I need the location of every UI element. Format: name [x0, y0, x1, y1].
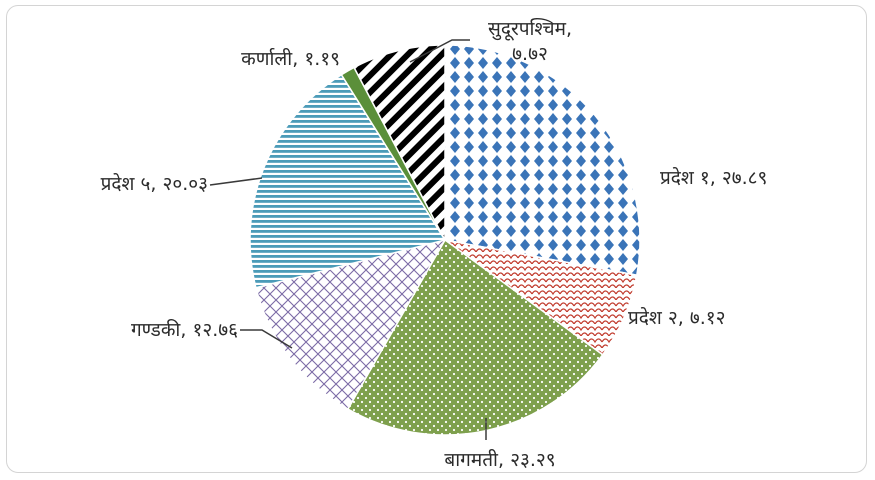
leader-gandaki: [240, 329, 293, 349]
slice-gandaki: [255, 238, 447, 411]
slice-label-karnali: कर्णाली, १.१९: [241, 47, 340, 70]
leader-farwest: [409, 39, 470, 63]
slice-label-province1: प्रदेश १, २७.८९: [660, 166, 767, 189]
slice-label-gandaki: गण्डकी, १२.७६: [131, 318, 238, 341]
slice-label-farwest: सुदूरपश्चिम,: [488, 17, 572, 41]
slice-label-province5: प्रदेश ५, २०.०३: [101, 172, 208, 195]
slice-province5: [249, 73, 447, 289]
slice-label-province2: प्रदेश २, ७.१२: [628, 306, 726, 329]
slice-value-farwest: ७.७२: [512, 43, 548, 65]
slice-province1: [444, 44, 641, 277]
leader-province5: [209, 177, 263, 186]
slice-label-bagmati: बागमती, २३.२९: [444, 448, 555, 471]
